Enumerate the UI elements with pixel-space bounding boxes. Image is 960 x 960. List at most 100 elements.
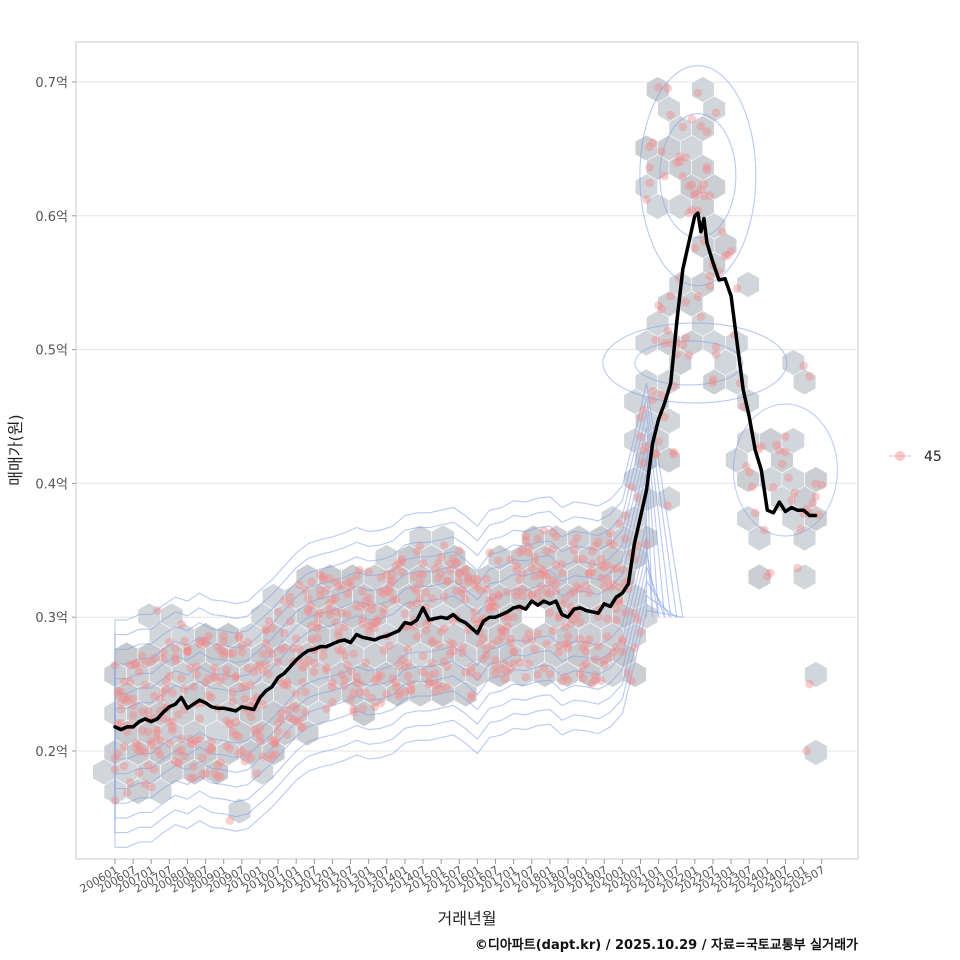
data-point (445, 649, 455, 658)
data-point (442, 576, 452, 586)
data-point (421, 626, 431, 635)
data-point (276, 677, 286, 687)
data-point (140, 659, 150, 668)
data-point (599, 562, 609, 572)
data-point (672, 158, 681, 167)
hexbin-cell (747, 563, 771, 591)
data-point (358, 704, 367, 713)
data-point (464, 572, 473, 582)
data-point (113, 749, 123, 758)
data-point (204, 674, 213, 683)
data-point (328, 682, 337, 692)
data-point (584, 568, 594, 578)
data-point (612, 563, 621, 573)
data-point (530, 558, 540, 567)
data-point (612, 642, 621, 652)
data-point (590, 655, 600, 664)
data-point (482, 585, 491, 594)
data-point (690, 190, 700, 200)
data-point (394, 691, 404, 701)
data-point (593, 641, 603, 651)
data-point (581, 659, 591, 668)
data-point (775, 446, 784, 455)
data-point (243, 638, 253, 647)
data-point (370, 702, 380, 712)
data-point (521, 532, 530, 541)
data-point (228, 688, 238, 697)
data-point (134, 667, 144, 677)
data-point (113, 690, 123, 699)
data-point (322, 663, 331, 672)
hexbin-cell (804, 739, 828, 766)
data-point (452, 586, 461, 596)
data-point (563, 675, 573, 685)
data-point (542, 571, 552, 581)
data-point (624, 668, 633, 678)
data-point (497, 665, 506, 674)
data-point (316, 585, 325, 595)
data-point (222, 741, 231, 751)
data-point (427, 594, 437, 603)
data-point (156, 735, 165, 745)
data-point (137, 707, 147, 717)
data-point (370, 676, 380, 685)
data-point (503, 613, 512, 623)
data-point (310, 667, 319, 676)
data-point (817, 480, 826, 490)
data-point (563, 639, 573, 649)
data-point (355, 679, 364, 688)
data-point (651, 450, 660, 459)
data-point (322, 665, 331, 675)
data-point (808, 498, 817, 508)
data-point (455, 546, 464, 555)
data-point (470, 607, 479, 617)
source-caption: ©디아파트(dapt.kr) / 2025.10.29 / 자료=국토교통부 실… (474, 938, 858, 953)
data-point (578, 643, 588, 652)
data-point (131, 659, 141, 669)
data-point (134, 742, 144, 751)
data-point (539, 566, 549, 576)
data-point (270, 739, 280, 749)
data-point (750, 508, 760, 518)
data-point (174, 710, 183, 719)
data-point (165, 671, 174, 681)
data-point (349, 649, 358, 658)
data-point (310, 658, 319, 668)
data-point (376, 698, 386, 708)
hexbin-cell (793, 563, 817, 591)
data-point (355, 688, 364, 697)
data-point (231, 717, 241, 727)
data-point (545, 608, 555, 617)
data-point (228, 697, 238, 706)
data-point (572, 582, 582, 591)
data-point (572, 609, 582, 619)
data-point (482, 651, 491, 660)
data-point (530, 553, 540, 562)
data-point (379, 589, 389, 598)
data-point (418, 559, 428, 568)
data-point (403, 659, 413, 668)
data-point (334, 631, 343, 641)
data-point (545, 580, 555, 589)
data-point (633, 493, 642, 502)
legend-label: 45 (924, 449, 942, 465)
data-point (400, 687, 410, 697)
data-point (518, 585, 527, 594)
data-point (291, 704, 301, 713)
data-point (669, 447, 678, 457)
data-point (578, 662, 588, 671)
data-point (279, 643, 289, 653)
data-point (376, 671, 386, 680)
data-point (702, 162, 712, 172)
data-point (530, 571, 540, 581)
data-point (189, 682, 198, 692)
data-point (494, 636, 503, 645)
hexbin-cell (736, 271, 760, 298)
data-point (684, 182, 694, 191)
data-point (279, 628, 289, 638)
data-point (757, 442, 766, 451)
data-point (536, 570, 546, 580)
data-point (307, 601, 316, 610)
data-point (195, 714, 204, 723)
data-point (512, 561, 521, 570)
